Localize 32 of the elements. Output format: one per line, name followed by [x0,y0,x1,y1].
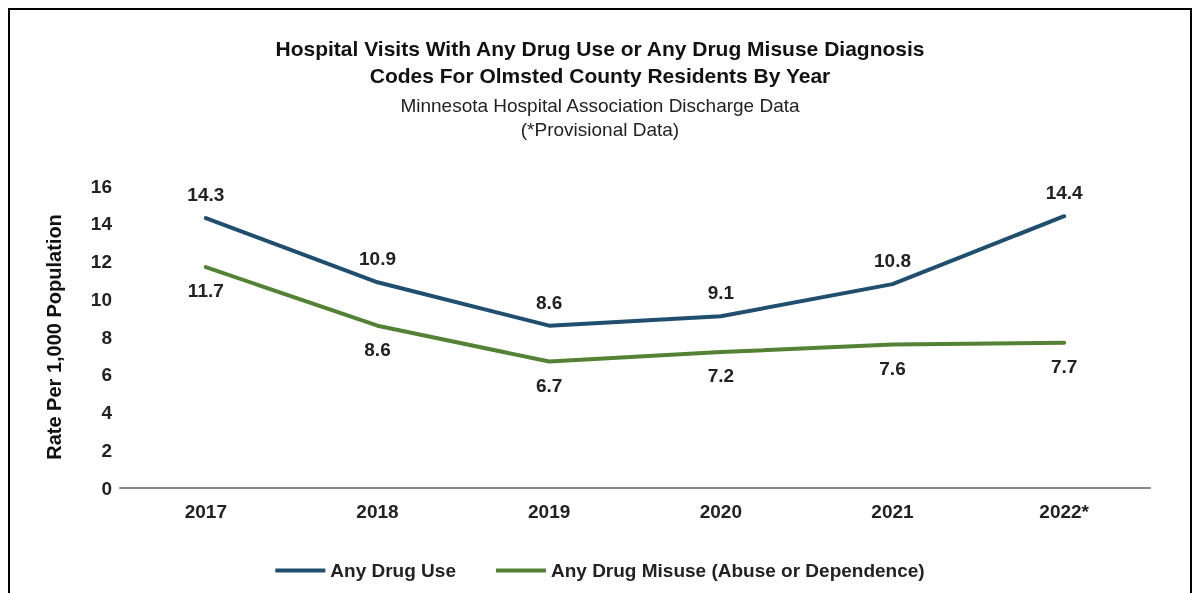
data-label: 9.1 [707,282,735,304]
y-tick-label: 12 [90,251,112,272]
y-tick-label: 16 [90,175,112,197]
data-label: 7.2 [707,365,735,387]
data-label: 7.7 [1050,355,1078,377]
y-tick-label: 0 [101,477,112,499]
y-tick-label: 14 [90,213,113,235]
x-tick-label: 2022* [1039,501,1090,522]
y-axis-title: Rate Per 1,000 Population [43,214,65,460]
data-label: 10.8 [874,250,911,272]
y-tick-label: 4 [101,402,113,423]
y-tick-label: 8 [101,326,112,348]
data-label: 7.6 [879,357,906,379]
legend-label: Any Drug Use [330,560,456,581]
y-tick-label: 2 [101,439,112,461]
x-tick-label: 2019 [528,501,571,522]
data-label: 10.9 [359,248,396,270]
y-tick-label: 10 [90,288,112,310]
chart-title: Hospital Visits With Any Drug Use or Any Drug Misuse Diagnosis Codes For Olmsted County Residents By Year [275,37,925,87]
data-label: 8.6 [535,291,563,313]
chart-subtitle: Minnesota Hospital Association Discharge Data (*Provisional Data) [400,94,801,140]
legend-label: Any Drug Misuse (Abuse or Dependence) [550,560,925,581]
x-tick-label: 2018 [356,501,399,522]
data-label: 6.7 [535,374,563,396]
x-tick-label: 2017 [184,501,227,522]
y-tick-label: 6 [101,364,112,386]
x-tick-label: 2021 [871,501,915,522]
data-label: 11.7 [187,280,224,302]
data-label: 8.6 [364,338,391,360]
data-label: 14.4 [1045,182,1084,204]
data-label: 14.3 [187,184,225,206]
x-tick-label: 2020 [699,501,742,522]
